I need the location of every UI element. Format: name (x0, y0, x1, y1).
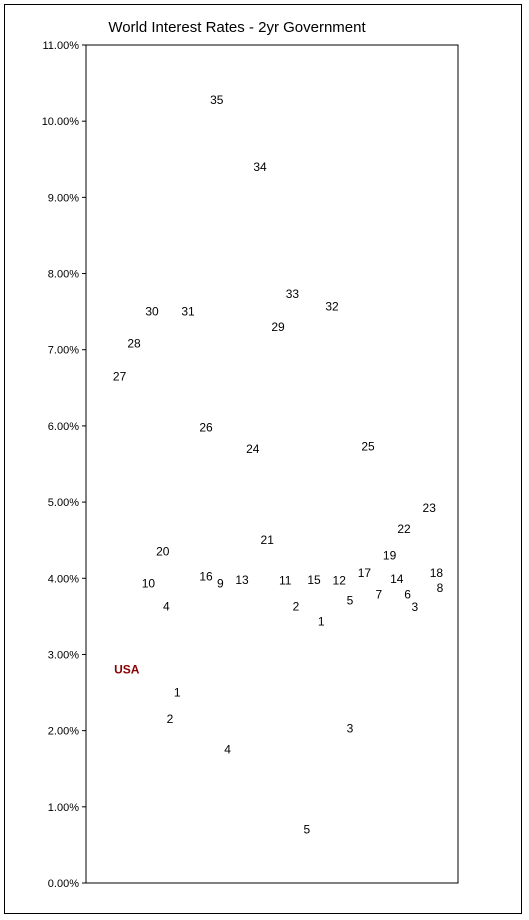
y-tick-label: 4.00% (48, 573, 79, 585)
data-point: 4 (163, 599, 170, 613)
data-point: 4 (224, 743, 231, 757)
data-point: 3 (347, 721, 354, 735)
data-point: 19 (383, 548, 397, 562)
y-tick-label: 10.00% (42, 116, 80, 128)
data-point: 25 (361, 439, 375, 453)
y-tick-label: 0.00% (48, 878, 79, 890)
data-point: 32 (325, 299, 339, 313)
data-point: 9 (217, 577, 224, 591)
data-point: 31 (181, 305, 195, 319)
data-point: 1 (318, 615, 325, 629)
y-tick-label: 2.00% (48, 726, 79, 738)
data-point: 8 (437, 581, 444, 595)
y-tick-label: 6.00% (48, 421, 79, 433)
y-tick-label: 1.00% (48, 802, 79, 814)
data-point-usa: USA (114, 663, 140, 677)
data-point: 24 (246, 442, 260, 456)
data-point: 15 (307, 573, 321, 587)
data-point: 22 (397, 522, 411, 536)
data-point: 3 (411, 600, 418, 614)
data-point: 7 (375, 587, 382, 601)
data-point: 27 (113, 369, 127, 383)
y-tick-label: 8.00% (48, 269, 79, 281)
y-tick-label: 11.00% (43, 40, 80, 52)
y-tick-label: 3.00% (48, 649, 79, 661)
data-point: 34 (253, 160, 267, 174)
data-point: 18 (430, 566, 444, 580)
data-point: 14 (390, 572, 404, 586)
data-point: 12 (333, 574, 347, 588)
data-point: 20 (156, 545, 170, 559)
y-axis: 0.00% 1.00% 2.00% 3.00% 4.00% 5.00% 6.00% 7.00%… (42, 40, 86, 890)
data-point: 2 (167, 712, 174, 726)
chart-title: World Interest Rates - 2yr Government (108, 19, 366, 36)
y-tick-label: 9.00% (48, 192, 79, 204)
y-tick-label: 7.00% (48, 345, 79, 357)
data-point: 16 (199, 570, 213, 584)
data-point: 10 (142, 577, 156, 591)
data-point: 17 (358, 566, 372, 580)
data-point: 26 (199, 420, 213, 434)
data-point: 29 (271, 320, 285, 334)
data-point: 2 (293, 599, 300, 613)
data-point: 33 (286, 287, 300, 301)
plot-area (85, 44, 459, 884)
data-point: 30 (145, 305, 159, 319)
data-point: 23 (423, 501, 437, 515)
y-tick-label: 5.00% (48, 497, 79, 509)
data-point: 1 (174, 686, 181, 700)
data-point: 6 (404, 587, 411, 601)
data-point: 28 (127, 337, 141, 351)
data-point: 11 (279, 574, 292, 588)
data-point: 5 (347, 593, 354, 607)
data-point: 35 (210, 93, 224, 107)
data-point: 5 (303, 823, 310, 837)
data-point: 13 (235, 573, 249, 587)
data-point: 21 (261, 533, 275, 547)
